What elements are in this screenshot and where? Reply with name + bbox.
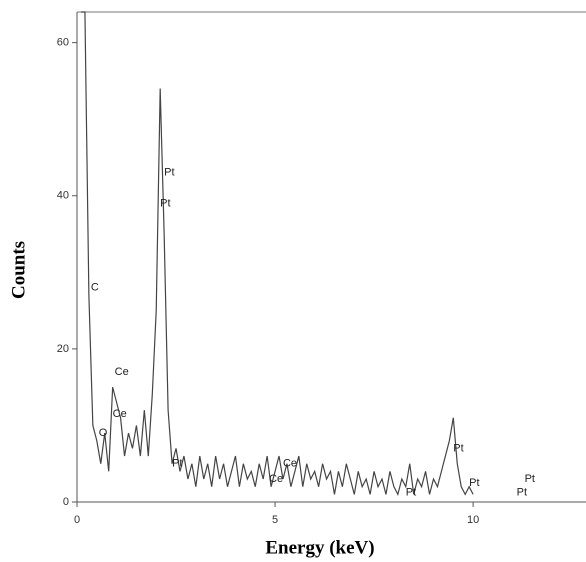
- y-axis-title: Counts: [8, 241, 29, 299]
- y-tick-label: 0: [63, 496, 69, 508]
- peak-label: Pt: [469, 477, 479, 489]
- x-axis-title: Energy (keV): [265, 537, 374, 558]
- x-tick-label: 5: [272, 514, 278, 526]
- y-tick-label: 40: [57, 190, 69, 202]
- peak-label: Ce: [283, 458, 297, 470]
- peak-label: Ce: [115, 366, 129, 378]
- x-tick-label: 0: [74, 514, 80, 526]
- peak-label: Ce: [113, 408, 127, 420]
- peak-label: Pt: [525, 473, 535, 485]
- peak-label: Pt: [517, 487, 527, 499]
- peak-label: Pt: [406, 487, 416, 499]
- y-tick-label: 60: [57, 37, 69, 49]
- peak-label: C: [91, 282, 99, 294]
- peak-label: O: [99, 427, 108, 439]
- peak-label: Pt: [172, 458, 182, 470]
- y-tick-label: 20: [57, 343, 69, 355]
- peak-label: Pt: [453, 442, 463, 454]
- peak-label: Pt: [164, 167, 174, 179]
- x-tick-label: 10: [467, 514, 479, 526]
- peak-label: Ce: [269, 473, 283, 485]
- spectrum-line: [80, 11, 474, 497]
- peak-label: Pt: [160, 197, 170, 209]
